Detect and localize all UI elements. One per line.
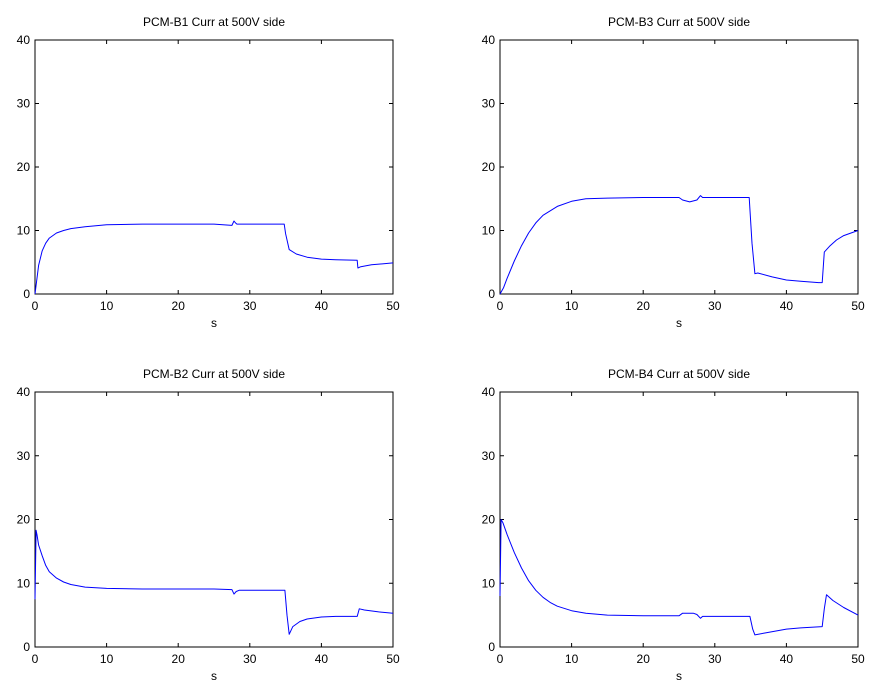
y-tick-label: 30 (17, 97, 31, 111)
y-tick-label: 20 (482, 160, 496, 174)
x-tick-label: 30 (708, 299, 722, 313)
x-tick-label: 30 (243, 652, 257, 666)
y-tick-label: 0 (23, 287, 30, 301)
x-tick-label: 50 (386, 652, 400, 666)
x-tick-label: 10 (100, 652, 114, 666)
y-tick-label: 40 (482, 385, 496, 399)
x-tick-label: 50 (386, 299, 400, 313)
y-tick-label: 10 (482, 576, 496, 590)
x-tick-label: 20 (637, 652, 651, 666)
x-axis-label: s (676, 316, 682, 330)
x-axis-label: s (211, 316, 217, 330)
plot-area (34, 39, 394, 295)
series-line (34, 529, 394, 635)
x-tick-label: 10 (565, 299, 579, 313)
series-line (499, 195, 859, 295)
chart-title: PCM-B4 Curr at 500V side (608, 367, 750, 381)
x-tick-label: 0 (497, 652, 504, 666)
plot-area (499, 39, 859, 295)
x-tick-label: 50 (851, 652, 865, 666)
series-line (34, 220, 394, 295)
x-tick-label: 30 (708, 652, 722, 666)
y-tick-label: 40 (17, 33, 31, 47)
y-tick-label: 20 (17, 160, 31, 174)
x-tick-label: 20 (172, 652, 186, 666)
x-tick-label: 40 (780, 299, 794, 313)
x-tick-label: 20 (637, 299, 651, 313)
y-tick-label: 30 (482, 449, 496, 463)
x-tick-label: 10 (565, 652, 579, 666)
x-axis-label: s (676, 669, 682, 683)
x-tick-label: 40 (315, 299, 329, 313)
x-tick-label: 0 (497, 299, 504, 313)
x-tick-label: 30 (243, 299, 257, 313)
x-tick-label: 40 (315, 652, 329, 666)
y-tick-label: 20 (482, 513, 496, 527)
subplot-4: 0 10 20 30 40 50 0 10 20 30 40 PCM-B4 Curr at 500V … (482, 367, 865, 683)
x-tick-label: 10 (100, 299, 114, 313)
plot-area (34, 391, 394, 648)
plot-area (499, 391, 859, 648)
x-tick-label: 0 (32, 299, 39, 313)
subplot-1: 0 10 20 30 40 50 0 10 20 30 40 PCM-B1 Curr at 500V … (17, 15, 400, 330)
subplot-3: 0 10 20 30 40 50 0 10 20 30 40 PCM-B2 Curr at 500V … (17, 367, 400, 683)
y-tick-label: 30 (482, 97, 496, 111)
y-tick-label: 0 (23, 640, 30, 654)
y-tick-label: 0 (488, 640, 495, 654)
chart-title: PCM-B1 Curr at 500V side (143, 15, 285, 29)
y-tick-label: 0 (488, 287, 495, 301)
chart-title: PCM-B3 Curr at 500V side (608, 15, 750, 29)
y-tick-label: 40 (17, 385, 31, 399)
x-tick-label: 0 (32, 652, 39, 666)
chart-title: PCM-B2 Curr at 500V side (143, 367, 285, 381)
y-tick-label: 40 (482, 33, 496, 47)
y-tick-label: 10 (17, 576, 31, 590)
x-tick-label: 40 (780, 652, 794, 666)
series-line (499, 519, 859, 636)
x-tick-label: 20 (172, 299, 186, 313)
y-tick-label: 20 (17, 513, 31, 527)
x-tick-label: 50 (851, 299, 865, 313)
subplot-2: 0 10 20 30 40 50 0 10 20 30 40 PCM-B3 Curr at 500V … (482, 15, 865, 330)
x-axis-label: s (211, 669, 217, 683)
y-tick-label: 10 (482, 224, 496, 238)
y-tick-label: 10 (17, 224, 31, 238)
y-tick-label: 30 (17, 449, 31, 463)
